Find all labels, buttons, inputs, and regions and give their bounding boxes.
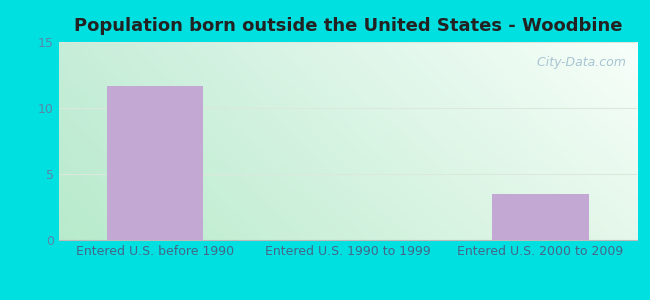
Text: City-Data.com: City-Data.com bbox=[528, 56, 625, 69]
Title: Population born outside the United States - Woodbine: Population born outside the United State… bbox=[73, 17, 622, 35]
Bar bbox=[493, 194, 589, 240]
Bar bbox=[107, 85, 203, 240]
